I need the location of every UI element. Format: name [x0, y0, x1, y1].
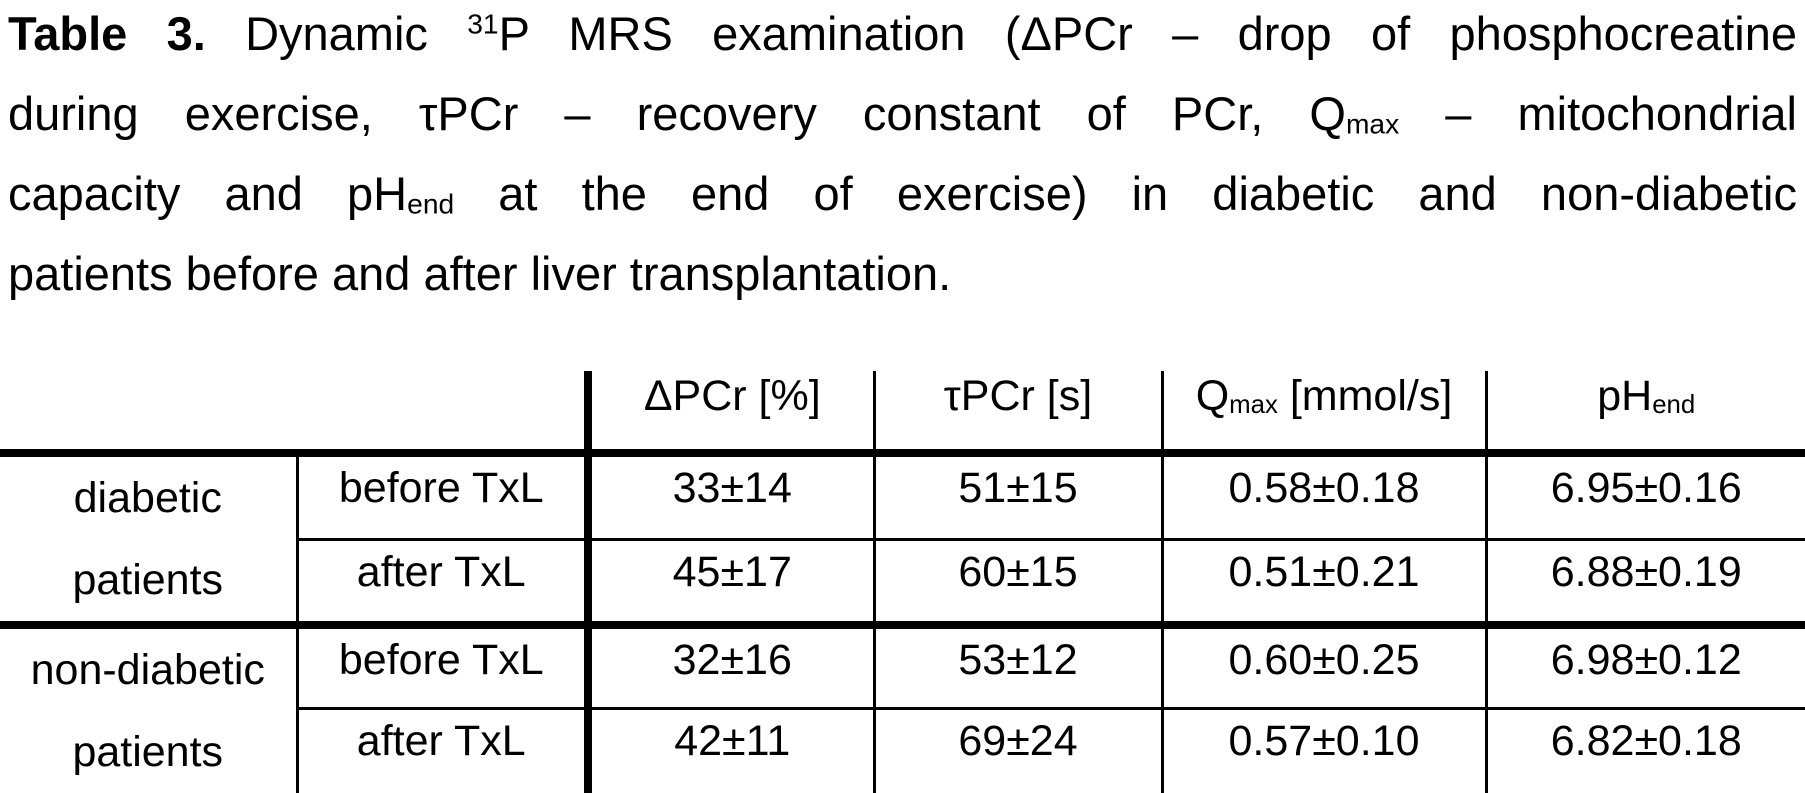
caption-text-2a: during exercise, τPCr – recovery constan…: [8, 87, 1346, 140]
value-cell-tpcr: 69±24: [872, 708, 1162, 793]
group-label-line2: patients: [72, 556, 224, 604]
table-caption: Table 3. Dynamic 31P MRS examination (ΔP…: [8, 0, 1797, 314]
caption-text-4a: patients before and after liver transpla…: [8, 247, 952, 300]
header-qmax-symbol: Q: [1195, 372, 1230, 420]
table-row-nondiabetic-before: non-diabetic patients before TxL 32±16 5…: [0, 625, 1805, 776]
header-qmax-unit: [mmol/s]: [1277, 372, 1453, 420]
caption-text-2b: – mitochondrial: [1399, 87, 1797, 140]
group-label-line1: diabetic: [73, 474, 222, 522]
timing-cell: before TxL: [295, 625, 588, 710]
header-ph: pHend: [1484, 371, 1805, 457]
value-cell-ph: 6.95±0.16: [1484, 453, 1805, 542]
caption-text-1b: P MRS examination (ΔPCr – drop of phosph…: [498, 7, 1797, 60]
subscript-max: max: [1345, 107, 1400, 140]
group-label-line2: patients: [72, 728, 224, 776]
value-cell-qmax: 0.58±0.18: [1160, 453, 1486, 542]
group-cell-nondiabetic: non-diabetic patients: [0, 625, 297, 793]
data-table: ΔPCr [%] τPCr [s] Qmax [mmol/s] pHend di…: [0, 371, 1805, 793]
subscript-end: end: [1652, 391, 1696, 420]
caption-line-4: patients before and after liver transpla…: [8, 234, 1797, 314]
timing-cell: before TxL: [295, 453, 588, 542]
value-cell-dpcr: 42±11: [584, 708, 874, 793]
timing-cell: after TxL: [295, 708, 588, 793]
table-row-diabetic-after: after TxL 45±17 60±15 0.51±0.21 6.88±0.1…: [0, 539, 1805, 630]
table-row-diabetic-before: diabetic patients before TxL 33±14 51±15…: [0, 453, 1805, 629]
header-dpcr: ΔPCr [%]: [584, 371, 874, 457]
header-row: ΔPCr [%] τPCr [s] Qmax [mmol/s] pHend: [0, 371, 1805, 457]
caption-text-3a: capacity and pH: [8, 167, 408, 220]
value-cell-qmax: 0.60±0.25: [1160, 625, 1486, 710]
table-row-nondiabetic-after: after TxL 42±11 69±24 0.57±0.10 6.82±0.1…: [0, 708, 1805, 793]
value-cell-dpcr: 45±17: [584, 539, 874, 630]
value-cell-qmax: 0.51±0.21: [1160, 539, 1486, 630]
group-label-line1: non-diabetic: [30, 646, 265, 694]
value-cell-tpcr: 60±15: [872, 539, 1162, 630]
timing-cell: after TxL: [295, 539, 588, 630]
value-cell-dpcr: 33±14: [584, 453, 874, 542]
group-cell-diabetic: diabetic patients: [0, 453, 297, 629]
header-cell-timing-empty: [297, 371, 588, 457]
header-cell-group-empty: [0, 371, 297, 457]
value-cell-tpcr: 51±15: [872, 453, 1162, 542]
value-cell-dpcr: 32±16: [584, 625, 874, 710]
superscript-31: 31: [467, 7, 499, 40]
caption-line-2: during exercise, τPCr – recovery constan…: [8, 74, 1797, 154]
value-cell-ph: 6.88±0.19: [1484, 539, 1805, 630]
header-ph-symbol: pH: [1597, 372, 1653, 420]
caption-text-1a: Dynamic: [205, 7, 468, 60]
value-cell-tpcr: 53±12: [872, 625, 1162, 710]
caption-line-3: capacity and pHend at the end of exercis…: [8, 154, 1797, 234]
value-cell-ph: 6.98±0.12: [1484, 625, 1805, 710]
caption-table-label: Table 3.: [8, 7, 206, 60]
header-tpcr: τPCr [s]: [872, 371, 1162, 457]
header-qmax: Qmax [mmol/s]: [1160, 371, 1486, 457]
caption-text-3b: at the end of exercise) in diabetic and …: [454, 167, 1797, 220]
subscript-max: max: [1229, 391, 1278, 420]
subscript-end: end: [407, 187, 455, 220]
caption-line-1: Table 3. Dynamic 31P MRS examination (ΔP…: [8, 0, 1797, 74]
value-cell-ph: 6.82±0.18: [1484, 708, 1805, 793]
value-cell-qmax: 0.57±0.10: [1160, 708, 1486, 793]
